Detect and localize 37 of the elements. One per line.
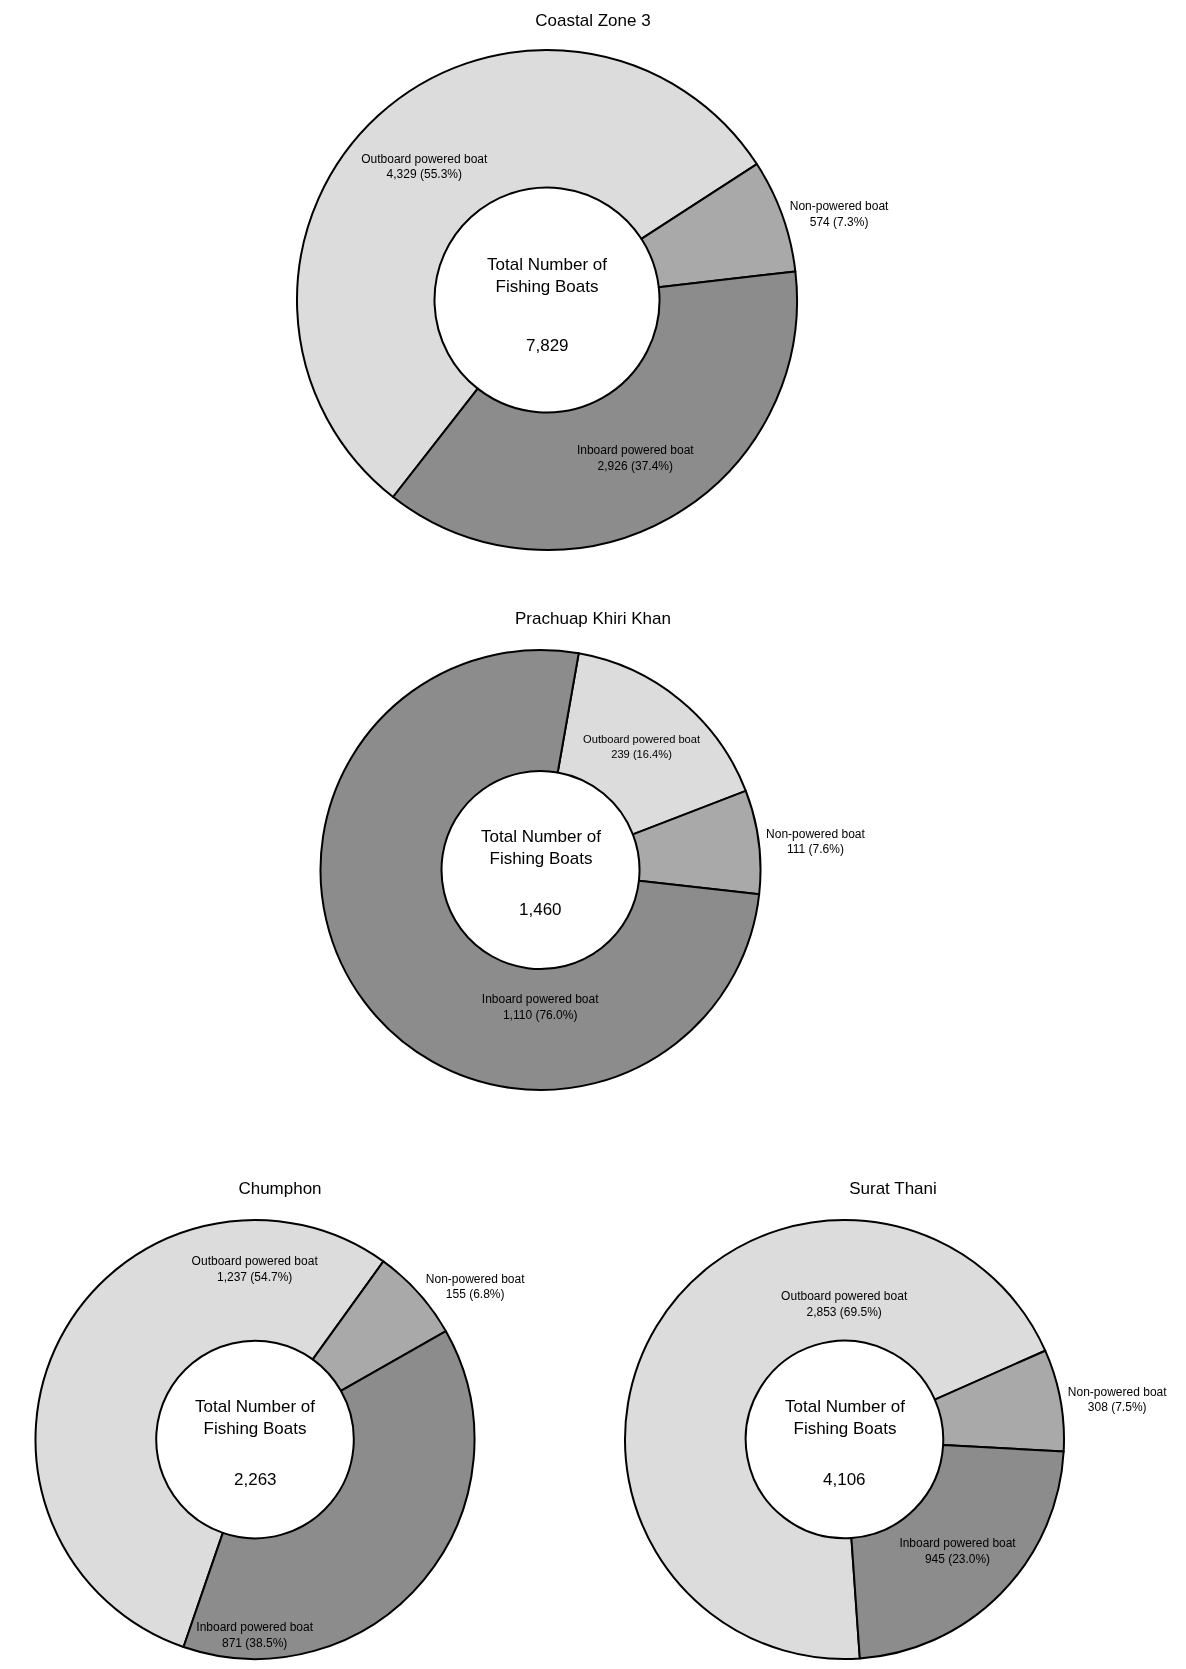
text: Total Number of Fishing Boats xyxy=(481,827,602,869)
text: 2,263 xyxy=(234,1470,277,1489)
data-label: 574 (7.3%) xyxy=(809,214,869,229)
slice-label: Non-powered boat xyxy=(1067,1384,1168,1399)
text: 4,106 xyxy=(823,1470,866,1489)
data-label: 155 (6.8%) xyxy=(445,1287,505,1302)
text: Total Number of Fishing Boats xyxy=(195,1397,316,1439)
text: Total Number of Fishing Boats xyxy=(785,1397,906,1439)
data-label: 945 (23.0%) xyxy=(924,1551,991,1566)
chart-title: Coastal Zone 3 xyxy=(535,10,651,30)
slice-label: Non-powered boat xyxy=(766,826,866,841)
text: Total Number of Fishing Boats xyxy=(487,255,608,297)
donut-slice xyxy=(319,649,761,1091)
slice-label: Inboard powered boat xyxy=(196,1619,314,1634)
data-label: 2,926 (37.4%) xyxy=(597,458,673,473)
data-label: 4,329 (55.3%) xyxy=(386,167,462,182)
text: 7,829 xyxy=(526,336,569,355)
data-label: 1,110 (76.0%) xyxy=(502,1008,578,1023)
slice-label: Inboard powered boat xyxy=(481,992,600,1007)
data-label: 871 (38.5%) xyxy=(221,1635,288,1650)
data-label: 111 (7.6%) xyxy=(786,842,844,857)
slice-label: Non-powered boat xyxy=(425,1271,526,1286)
chart-title: Chumphon xyxy=(238,1179,322,1199)
chart-title: Prachuap Khiri Khan xyxy=(515,609,671,629)
slice-label: Inboard powered boat xyxy=(576,443,695,458)
slice-label: Outboard powered boat xyxy=(361,151,488,166)
slice-label: Outboard powered boat xyxy=(191,1254,319,1269)
chart-title: Surat Thani xyxy=(849,1179,937,1199)
slice-label: Inboard powered boat xyxy=(899,1536,1017,1551)
data-label: 2,853 (69.5%) xyxy=(806,1304,882,1319)
text: 1,460 xyxy=(519,900,562,919)
data-label: 239 (16.4%) xyxy=(611,747,673,760)
data-label: 308 (7.5%) xyxy=(1087,1400,1147,1415)
slice-label: Outboard powered boat xyxy=(583,733,702,746)
slice-label: Non-powered boat xyxy=(789,199,890,214)
data-label: 1,237 (54.7%) xyxy=(216,1269,293,1284)
slice-label: Outboard powered boat xyxy=(781,1289,908,1304)
